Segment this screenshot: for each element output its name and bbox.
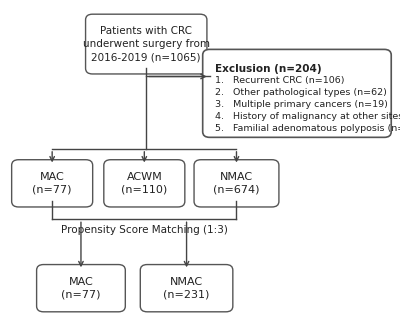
Text: ACWM
(n=110): ACWM (n=110) — [121, 172, 168, 195]
Text: Exclusion (n=204): Exclusion (n=204) — [215, 65, 322, 74]
Text: 4.   History of malignancy at other sites (n=12): 4. History of malignancy at other sites … — [215, 112, 400, 121]
Text: 5.   Familial adenomatous polyposis (n=5): 5. Familial adenomatous polyposis (n=5) — [215, 124, 400, 133]
FancyBboxPatch shape — [140, 265, 233, 312]
Text: 1.   Recurrent CRC (n=106): 1. Recurrent CRC (n=106) — [215, 76, 345, 85]
FancyBboxPatch shape — [86, 14, 207, 74]
FancyBboxPatch shape — [194, 160, 279, 207]
Text: MAC
(n=77): MAC (n=77) — [32, 172, 72, 195]
Text: Patients with CRC
underwent surgery from
2016-2019 (n=1065): Patients with CRC underwent surgery from… — [83, 26, 210, 62]
FancyBboxPatch shape — [203, 50, 391, 137]
Text: 2.   Other pathological types (n=62): 2. Other pathological types (n=62) — [215, 88, 387, 97]
Text: MAC
(n=77): MAC (n=77) — [61, 276, 101, 300]
Text: NMAC
(n=674): NMAC (n=674) — [213, 172, 260, 195]
FancyBboxPatch shape — [37, 265, 125, 312]
FancyBboxPatch shape — [12, 160, 93, 207]
Text: Propensity Score Matching (1:3): Propensity Score Matching (1:3) — [61, 225, 228, 235]
Text: NMAC
(n=231): NMAC (n=231) — [163, 276, 210, 300]
Text: 3.   Multiple primary cancers (n=19): 3. Multiple primary cancers (n=19) — [215, 100, 388, 109]
FancyBboxPatch shape — [104, 160, 185, 207]
